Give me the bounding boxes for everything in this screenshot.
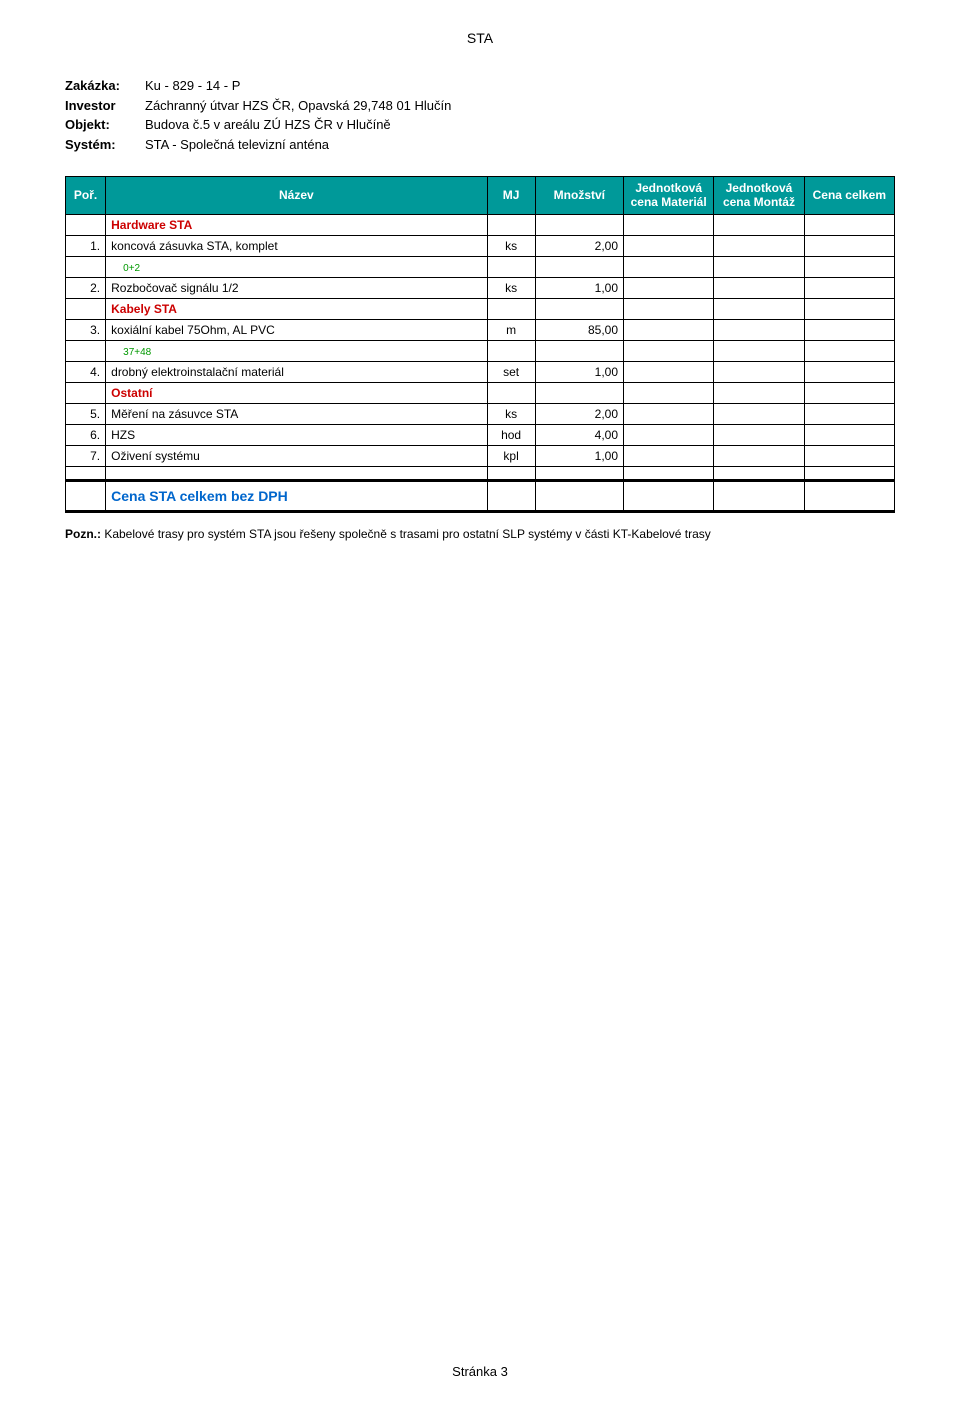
cell-mj: ks (487, 278, 535, 299)
cell-qty: 1,00 (535, 362, 623, 383)
cell-name: koxiální kabel 75Ohm, AL PVC (106, 320, 487, 341)
table-row: 2. Rozbočovač signálu 1/2 ks 1,00 (66, 278, 895, 299)
page: STA Zakázka: Ku - 829 - 14 - P Investor … (0, 0, 960, 1404)
cell-por: 2. (66, 278, 106, 299)
cell-mj: ks (487, 404, 535, 425)
cell-mj: m (487, 320, 535, 341)
cell-por: 3. (66, 320, 106, 341)
section-hardware: Hardware STA (106, 215, 487, 236)
cell-por: 7. (66, 446, 106, 467)
section-ostatni: Ostatní (106, 383, 487, 404)
col-unit-material: Jednotková cena Materiál (624, 177, 714, 215)
cell-por: 5. (66, 404, 106, 425)
meta-row-objekt: Objekt: Budova č.5 v areálu ZÚ HZS ČR v … (65, 115, 895, 135)
table-row: 4. drobný elektroinstalační materiál set… (66, 362, 895, 383)
summary-body: Cena STA celkem bez DPH (66, 481, 895, 512)
cell-por: 1. (66, 236, 106, 257)
col-unit-montage: Jednotková cena Montáž (714, 177, 804, 215)
cell-mj: hod (487, 425, 535, 446)
meta-label-zakazka: Zakázka: (65, 76, 145, 96)
table-head: Poř. Název MJ Množství Jednotková cena M… (66, 177, 895, 215)
cell-mj: set (487, 362, 535, 383)
table-body: Hardware STA 1. koncová zásuvka STA, kom… (66, 215, 895, 467)
meta-block: Zakázka: Ku - 829 - 14 - P Investor Zách… (65, 76, 895, 154)
meta-label-system: Systém: (65, 135, 145, 155)
col-total: Cena celkem (804, 177, 894, 215)
meta-value-zakazka: Ku - 829 - 14 - P (145, 76, 895, 96)
cell-name: Oživení systému (106, 446, 487, 467)
detail-row: 37+48 (66, 341, 895, 362)
cell-qty: 2,00 (535, 236, 623, 257)
main-table: Poř. Název MJ Množství Jednotková cena M… (65, 176, 895, 513)
cell-mj: ks (487, 236, 535, 257)
cell-name: drobný elektroinstalační materiál (106, 362, 487, 383)
meta-row-investor: Investor Záchranný útvar HZS ČR, Opavská… (65, 96, 895, 116)
separator-row (66, 467, 895, 481)
cell-qty: 1,00 (535, 278, 623, 299)
cell-detail: 0+2 (111, 263, 140, 274)
cell-por: 4. (66, 362, 106, 383)
cell-por: 6. (66, 425, 106, 446)
cell-qty: 85,00 (535, 320, 623, 341)
meta-value-objekt: Budova č.5 v areálu ZÚ HZS ČR v Hlučíně (145, 115, 895, 135)
cell-name: Měření na zásuvce STA (106, 404, 487, 425)
col-por: Poř. (66, 177, 106, 215)
section-kabely: Kabely STA (106, 299, 487, 320)
meta-value-system: STA - Společná televizní anténa (145, 135, 895, 155)
col-qty: Množství (535, 177, 623, 215)
section-row: Ostatní (66, 383, 895, 404)
table-row: 3. koxiální kabel 75Ohm, AL PVC m 85,00 (66, 320, 895, 341)
note-text: Kabelové trasy pro systém STA jsou řešen… (104, 527, 710, 541)
cell-detail: 37+48 (111, 347, 151, 358)
summary-row: Cena STA celkem bez DPH (66, 481, 895, 512)
note-prefix: Pozn.: (65, 527, 104, 541)
meta-label-objekt: Objekt: (65, 115, 145, 135)
meta-value-investor: Záchranný útvar HZS ČR, Opavská 29,748 0… (145, 96, 895, 116)
cell-name: HZS (106, 425, 487, 446)
cell-name: koncová zásuvka STA, komplet (106, 236, 487, 257)
page-footer: Stránka 3 (0, 1364, 960, 1379)
detail-row: 0+2 (66, 257, 895, 278)
table-row: 5. Měření na zásuvce STA ks 2,00 (66, 404, 895, 425)
table-row: 1. koncová zásuvka STA, komplet ks 2,00 (66, 236, 895, 257)
summary-label: Cena STA celkem bez DPH (106, 481, 487, 512)
table-row: 6. HZS hod 4,00 (66, 425, 895, 446)
cell-qty: 2,00 (535, 404, 623, 425)
meta-row-zakazka: Zakázka: Ku - 829 - 14 - P (65, 76, 895, 96)
meta-row-system: Systém: STA - Společná televizní anténa (65, 135, 895, 155)
note: Pozn.: Kabelové trasy pro systém STA jso… (65, 527, 895, 541)
page-header: STA (65, 30, 895, 46)
section-row: Kabely STA (66, 299, 895, 320)
col-name: Název (106, 177, 487, 215)
table-row: 7. Oživení systému kpl 1,00 (66, 446, 895, 467)
meta-label-investor: Investor (65, 96, 145, 116)
cell-name: Rozbočovač signálu 1/2 (106, 278, 487, 299)
cell-qty: 4,00 (535, 425, 623, 446)
cell-mj: kpl (487, 446, 535, 467)
section-row: Hardware STA (66, 215, 895, 236)
col-mj: MJ (487, 177, 535, 215)
cell-qty: 1,00 (535, 446, 623, 467)
